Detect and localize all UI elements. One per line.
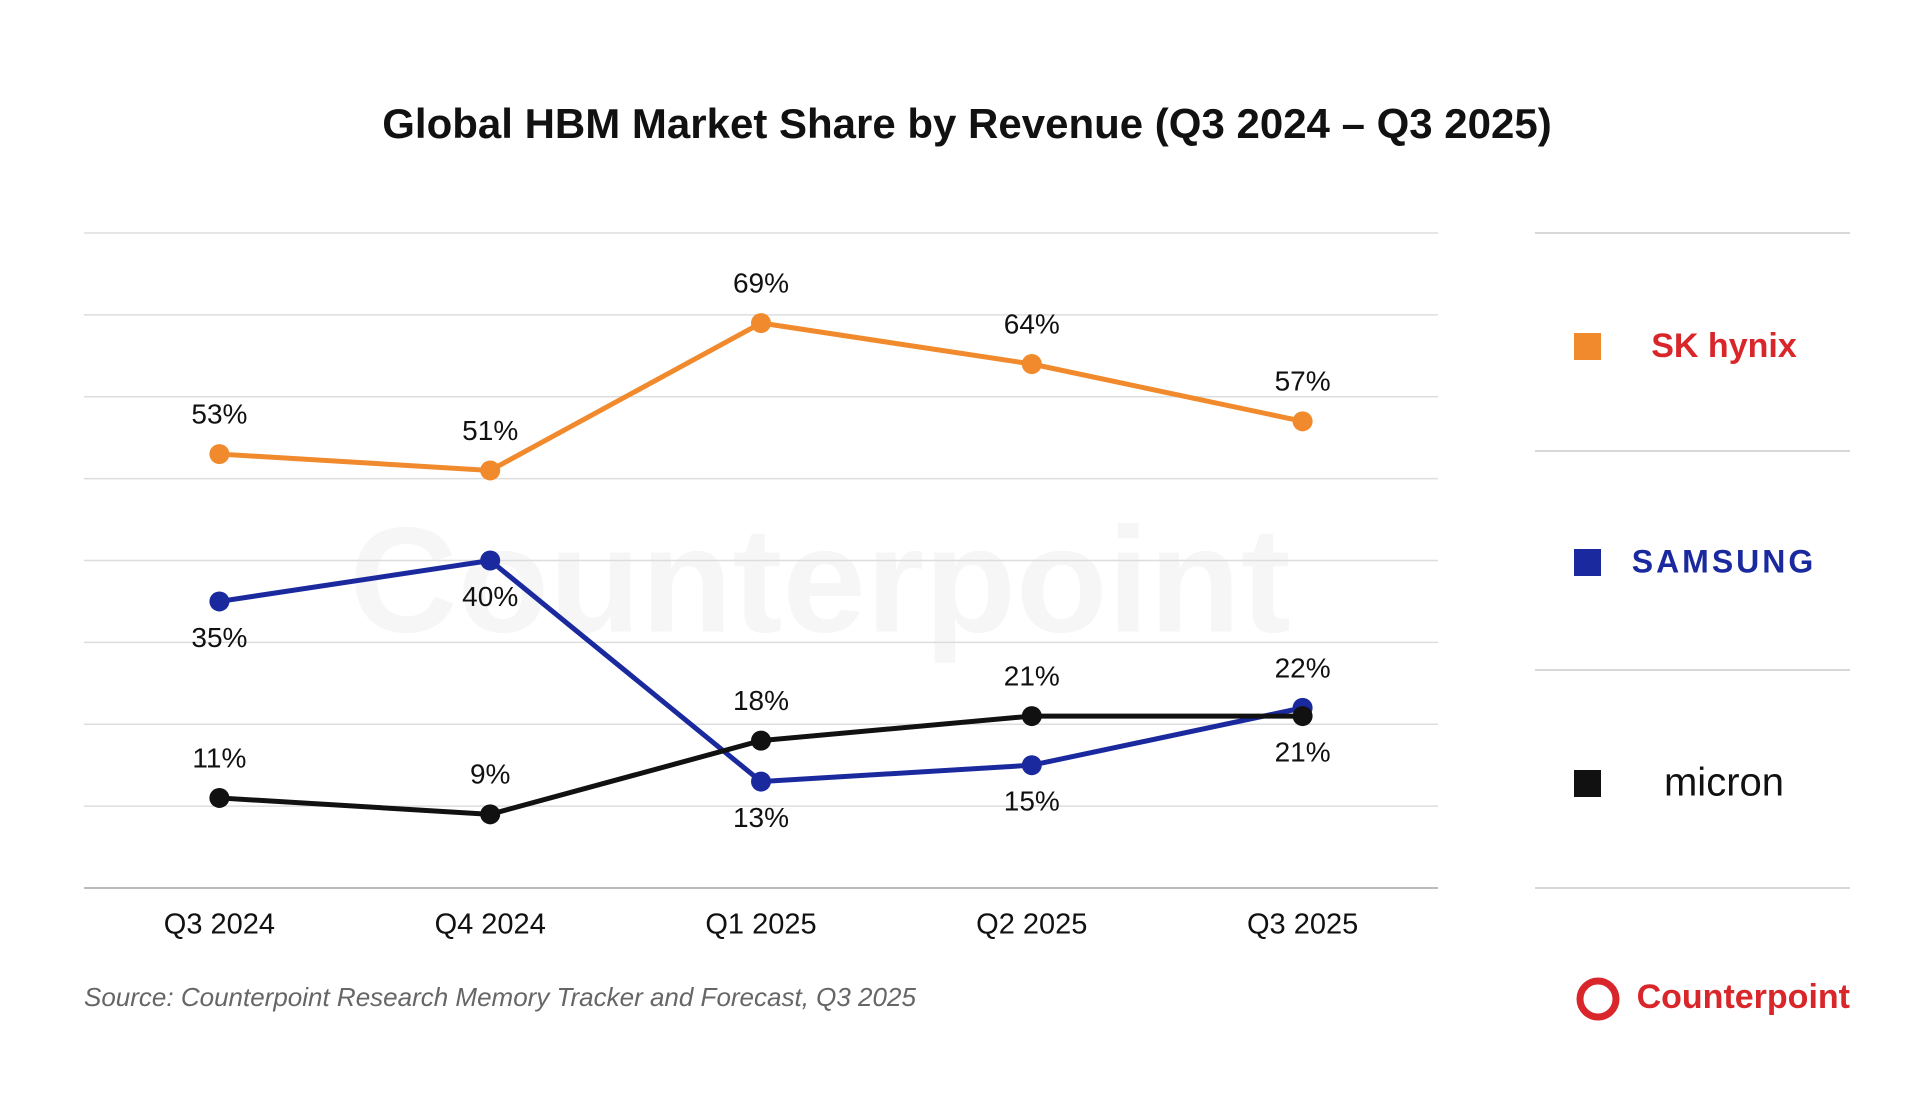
data-point [1021,755,1042,776]
data-label: 40% [462,581,518,612]
logo: Counterpoint [1637,978,1850,1016]
chart-title: Global HBM Market Share by Revenue (Q3 2… [382,100,1551,147]
x-tick-label: Q1 2025 [705,909,816,941]
logo-icon [1576,977,1620,1021]
source-note: Source: Counterpoint Research Memory Tra… [84,982,916,1012]
data-label: 9% [470,759,510,790]
data-point [209,591,230,612]
data-point [751,730,771,751]
data-point [209,444,230,465]
data-point [1021,354,1042,374]
data-label: 21% [1004,660,1060,691]
x-tick-label: Q3 2025 [1247,909,1358,941]
data-point [1292,411,1313,432]
data-point [209,787,230,808]
legend-swatch [1574,333,1601,360]
x-tick-label: Q2 2025 [976,909,1087,941]
legend-label: micron [1664,761,1784,805]
data-point [751,771,771,792]
data-label: 11% [192,742,246,773]
data-point [1292,706,1313,727]
data-label: 69% [733,267,789,298]
data-point [480,550,501,571]
data-label: 18% [733,685,789,716]
data-label: 22% [1275,652,1331,683]
data-point [480,804,501,825]
data-label: 21% [1275,736,1331,767]
data-label: 53% [191,398,247,429]
x-tick-label: Q3 2024 [164,909,275,941]
data-label: 13% [733,802,789,833]
data-point [1021,706,1042,727]
x-tick-label: Q4 2024 [435,909,546,941]
legend-label: SAMSUNG [1632,543,1817,579]
data-label: 64% [1004,308,1060,339]
watermark: Counterpoint [349,496,1290,664]
legend-swatch [1574,549,1601,576]
data-point [480,460,501,481]
legend-label: SK hynix [1651,327,1797,365]
data-label: 35% [191,622,247,653]
data-label: 57% [1275,366,1331,397]
legend-swatch [1574,770,1601,797]
data-label: 15% [1004,786,1060,817]
data-label: 51% [462,415,518,446]
data-point [751,313,771,334]
